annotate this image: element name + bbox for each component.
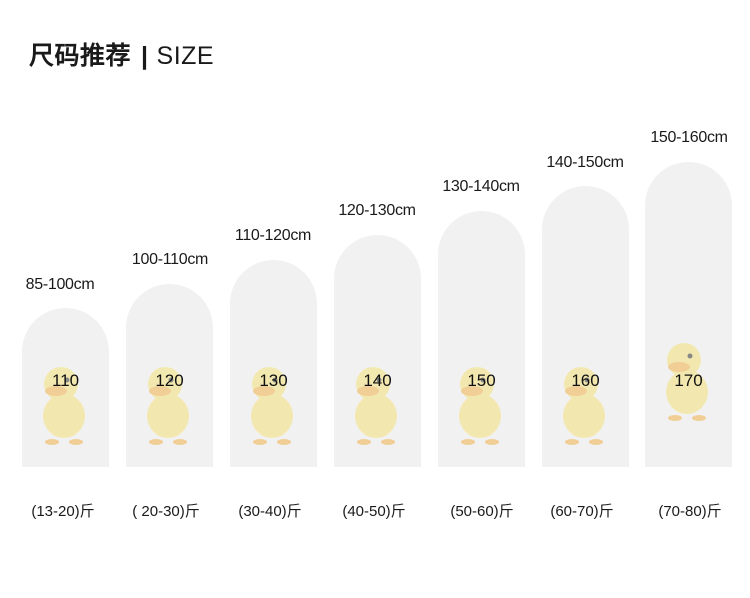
weight-range-label: (40-50)斤 bbox=[342, 503, 406, 520]
height-range-label: 110-120cm bbox=[234, 227, 312, 244]
size-pill: 110 bbox=[22, 308, 109, 467]
size-pill: 150 bbox=[438, 211, 525, 467]
weight-range-label: (60-70)斤 bbox=[550, 503, 614, 520]
page-title: 尺码推荐 | SIZE bbox=[29, 36, 214, 72]
weight-range-label: (70-80)斤 bbox=[658, 503, 722, 520]
height-range-label: 100-110cm bbox=[131, 251, 209, 268]
height-range-label: 150-160cm bbox=[650, 129, 728, 146]
size-number: 150 bbox=[467, 371, 496, 390]
size-number: 130 bbox=[259, 371, 288, 390]
size-number: 160 bbox=[571, 371, 600, 390]
yellow-duck-icon bbox=[666, 343, 708, 421]
size-number: 140 bbox=[363, 371, 392, 390]
size-pill: 130 bbox=[230, 260, 317, 467]
weight-range-label: (30-40)斤 bbox=[238, 503, 302, 520]
title-chinese: 尺码推荐 bbox=[29, 42, 132, 70]
weight-range-label: (50-60)斤 bbox=[450, 503, 514, 520]
weight-range-label: ( 20-30)斤 bbox=[132, 503, 200, 520]
height-range-label: 85-100cm bbox=[25, 276, 95, 293]
yellow-duck-icon bbox=[459, 367, 501, 445]
title-separator: | bbox=[141, 42, 149, 70]
size-pill: 140 bbox=[334, 235, 421, 467]
height-range-label: 140-150cm bbox=[546, 154, 624, 171]
yellow-duck-icon bbox=[43, 367, 85, 445]
size-number: 120 bbox=[155, 371, 184, 390]
yellow-duck-icon bbox=[251, 367, 293, 445]
yellow-duck-icon bbox=[355, 367, 397, 445]
size-pill: 120 bbox=[126, 284, 213, 467]
yellow-duck-icon bbox=[147, 367, 189, 445]
weight-range-label: (13-20)斤 bbox=[31, 503, 95, 520]
size-number: 110 bbox=[51, 371, 80, 390]
size-number: 170 bbox=[674, 371, 703, 390]
height-range-label: 120-130cm bbox=[338, 202, 416, 219]
title-english: SIZE bbox=[156, 42, 215, 70]
size-pill: 170 bbox=[645, 162, 732, 467]
size-pill: 160 bbox=[542, 186, 629, 467]
height-range-label: 130-140cm bbox=[442, 178, 520, 195]
yellow-duck-icon bbox=[563, 367, 605, 445]
